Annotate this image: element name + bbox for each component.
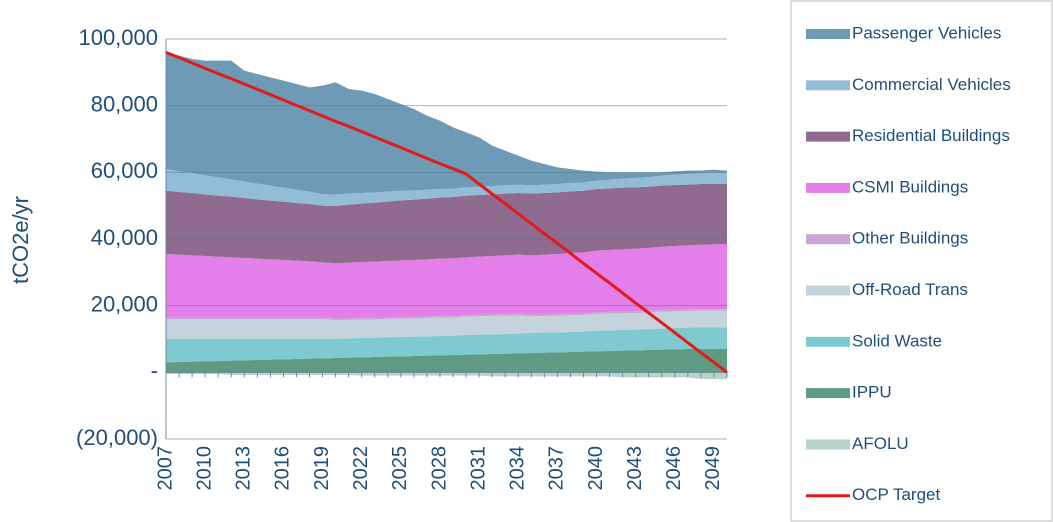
- y-tick-label: 40,000: [91, 225, 158, 250]
- x-tick-label: 2019: [311, 446, 333, 491]
- legend-label: IPPU: [852, 383, 892, 402]
- legend-swatch: [806, 285, 850, 296]
- legend-swatch: [806, 80, 850, 91]
- y-tick-label: -: [151, 358, 158, 383]
- y-tick-label: (20,000): [76, 425, 158, 450]
- x-tick-label: 2028: [428, 446, 450, 491]
- x-tick-label: 2016: [272, 446, 294, 491]
- legend-swatch: [806, 131, 850, 142]
- area: [166, 372, 727, 379]
- legend-label: AFOLU: [852, 434, 909, 453]
- x-tick-label: 2034: [507, 446, 529, 491]
- legend-label: Commercial Vehicles: [852, 75, 1011, 94]
- area: [166, 309, 727, 321]
- area: [166, 310, 727, 339]
- y-axis-label: tCO2e/yr: [8, 196, 33, 284]
- area: [166, 327, 727, 363]
- x-tick-label: 2037: [546, 446, 568, 491]
- legend-label: Off-Road Trans: [852, 280, 968, 299]
- x-tick-label: 2049: [702, 446, 724, 491]
- legend-label: Passenger Vehicles: [852, 23, 1001, 42]
- y-tick-label: 60,000: [91, 158, 158, 183]
- legend-swatch: [806, 336, 850, 347]
- area: [166, 349, 727, 373]
- y-tick-label: 20,000: [91, 291, 158, 316]
- area: [166, 244, 727, 319]
- legend-swatch: [806, 439, 850, 450]
- area: [166, 184, 727, 264]
- y-tick-label: 80,000: [91, 91, 158, 116]
- line: [165, 50, 728, 374]
- legend-swatch: [806, 234, 850, 245]
- x-tick-label: 2043: [624, 446, 646, 491]
- legend-swatch: [806, 388, 850, 399]
- x-tick-label: 2040: [585, 446, 607, 491]
- x-tick-label: 2046: [663, 446, 685, 491]
- x-tick-label: 2025: [389, 446, 411, 491]
- legend-label: CSMI Buildings: [852, 177, 968, 196]
- legend-swatch: [806, 29, 850, 39]
- x-tick-label: 2010: [193, 446, 215, 491]
- x-tick-label: 2031: [467, 446, 489, 491]
- legend-label: Other Buildings: [852, 229, 968, 248]
- x-tick-label: 2013: [233, 446, 255, 491]
- x-tick-label: 2022: [350, 446, 372, 491]
- legend-label: OCP Target: [852, 485, 940, 504]
- area: [166, 52, 727, 195]
- y-tick-label: 100,000: [78, 25, 158, 50]
- legend-swatch: [806, 182, 850, 193]
- x-tick-label: 2007: [154, 446, 176, 491]
- area: [166, 169, 727, 206]
- legend-label: Residential Buildings: [852, 126, 1010, 145]
- legend-label: Solid Waste: [852, 331, 942, 350]
